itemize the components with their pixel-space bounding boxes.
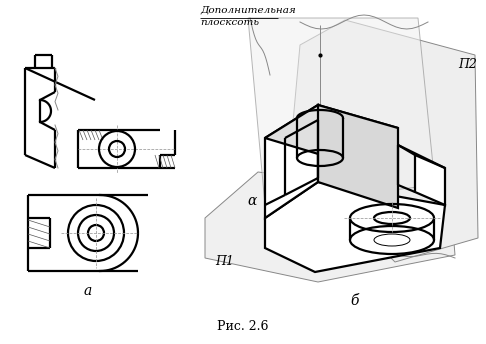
Polygon shape [248,18,435,205]
Text: б: б [351,294,359,308]
Polygon shape [290,20,478,262]
Text: а: а [84,284,92,298]
Text: Π1: Π1 [215,255,234,268]
Polygon shape [415,155,445,205]
Text: плосксоть: плосксоть [200,18,259,27]
Text: Дополнительная: Дополнительная [200,5,296,14]
Polygon shape [265,182,445,272]
Polygon shape [265,105,318,218]
Text: Рис. 2.6: Рис. 2.6 [217,320,269,333]
Polygon shape [265,105,398,162]
Text: α: α [247,194,257,208]
Polygon shape [318,105,398,208]
Polygon shape [205,172,455,282]
Text: Π2: Π2 [458,58,477,71]
